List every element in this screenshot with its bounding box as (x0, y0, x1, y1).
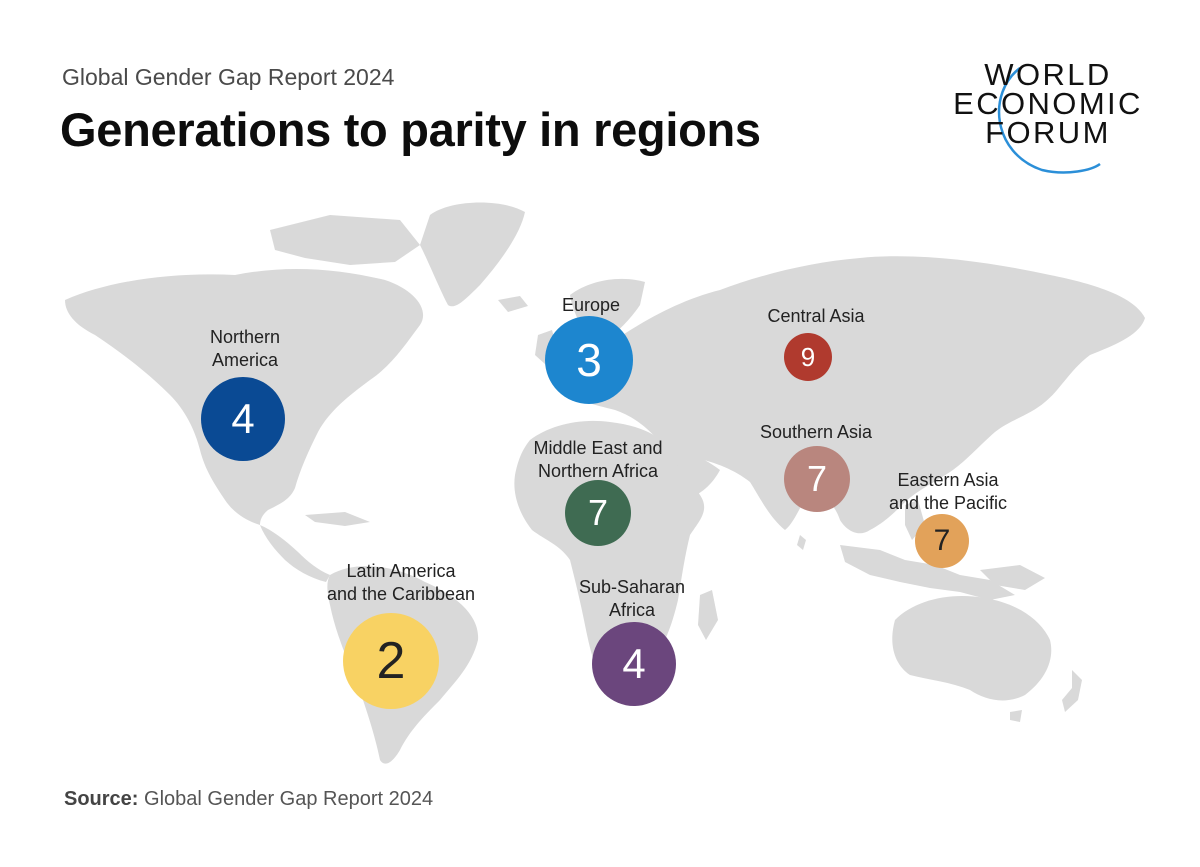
label-line: Sub-Saharan (578, 577, 686, 597)
wef-logo: WORLD ECONOMIC FORUM (942, 58, 1154, 180)
label-latin-america: Latin America and the Caribbean (327, 560, 475, 606)
tasmania-shape (1010, 710, 1022, 722)
southeast-asia-islands-shape (840, 545, 1015, 600)
label-line: Middle East and (533, 438, 663, 458)
africa-shape (514, 420, 705, 687)
label-southern-asia: Southern Asia (760, 421, 872, 444)
source-text: Global Gender Gap Report 2024 (144, 788, 434, 810)
label-line: Africa (608, 600, 656, 620)
report-subtitle: Global Gender Gap Report 2024 (62, 64, 395, 90)
central-america-shape (260, 525, 330, 582)
label-northern-america: Northern America (210, 326, 280, 372)
australia-shape (892, 596, 1052, 701)
label-line: and the Pacific (888, 493, 1008, 513)
label-eastern-asia: Eastern Asia and the Pacific (889, 469, 1007, 515)
caribbean-shape (305, 512, 370, 526)
label-europe: Europe (562, 294, 620, 317)
label-line: Northern Africa (537, 461, 659, 481)
label-line: Northern (209, 327, 281, 347)
logo-swoosh-icon (997, 67, 1101, 174)
iceland-shape (498, 296, 528, 312)
bubble-europe: 3 (545, 316, 633, 404)
new-guinea-shape (980, 565, 1045, 590)
bubble-sub-saharan: 4 (592, 622, 676, 706)
label-middle-east: Middle East and Northern Africa (533, 437, 662, 483)
label-line: Europe (561, 295, 621, 315)
label-line: Eastern Asia (897, 470, 999, 490)
bubble-southern-asia: 7 (784, 446, 850, 512)
sri-lanka-shape (797, 535, 806, 550)
page-title: Generations to parity in regions (60, 103, 761, 156)
label-line: Central Asia (767, 306, 865, 326)
new-zealand-shape (1062, 670, 1082, 712)
bubble-central-asia: 9 (784, 333, 832, 381)
arabia-shape (655, 440, 720, 500)
label-sub-saharan: Sub-Saharan Africa (579, 576, 685, 622)
bubble-middle-east: 7 (565, 480, 631, 546)
source-note: Source: Global Gender Gap Report 2024 (64, 788, 433, 811)
greenland-shape (420, 202, 525, 307)
eurasia-shape (555, 256, 1145, 534)
label-central-asia: Central Asia (767, 305, 864, 328)
bubble-northern-america: 4 (201, 377, 285, 461)
madagascar-shape (698, 590, 718, 640)
arctic-islands-shape (270, 215, 420, 265)
logo-line-forum: FORUM (985, 115, 1111, 150)
bubble-latin-america: 2 (343, 613, 439, 709)
label-line: and the Caribbean (326, 584, 476, 604)
japan-shape (938, 385, 968, 440)
label-line: Latin America (346, 561, 456, 581)
label-line: America (211, 350, 278, 370)
source-label: Source: (64, 788, 139, 810)
logo-line-economic: ECONOMIC (953, 86, 1143, 121)
logo-line-world: WORLD (984, 57, 1112, 92)
bubble-eastern-asia: 7 (915, 514, 969, 568)
label-line: Southern Asia (759, 422, 873, 442)
